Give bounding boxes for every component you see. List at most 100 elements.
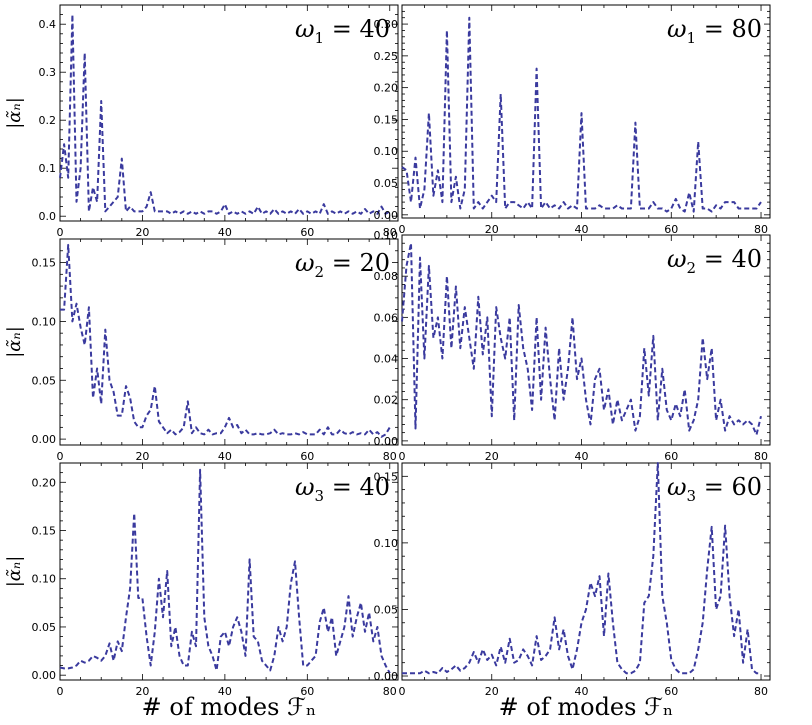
series-line [401,242,762,436]
x-tick-label: 40 [218,226,232,239]
y-axis-label: |α̃ₙ| [4,556,25,588]
title-symbol: ω [295,249,315,277]
y-tick-label: 0.15 [32,525,57,538]
title-symbol: ω [667,245,687,273]
y-tick-label: 0.10 [32,573,57,586]
y-tick-label: 0.05 [374,603,399,616]
panel-frame [401,4,771,219]
x-tick-label: 60 [300,226,314,239]
title-value: = 40 [324,473,390,501]
x-tick-label: 40 [218,450,232,463]
title-value: = 40 [696,245,762,273]
x-tick-label: 60 [300,450,314,463]
y-tick-label: 0.2 [39,114,57,127]
x-tick-label: 40 [575,685,589,698]
panel-frame [401,234,771,446]
y-tick-label: 0.20 [32,476,57,489]
title-subscript: 3 [315,487,325,505]
title-symbol: ω [667,15,687,43]
x-tick-label: 20 [135,450,149,463]
panel-frame [401,462,771,681]
series-line [59,468,391,674]
y-tick-label: 0.00 [32,669,57,682]
y-axis-label: |α̃ₙ| [4,326,25,358]
y-tick-label: 0.10 [374,229,399,242]
series-line [59,13,391,215]
x-tick-label: 60 [664,450,678,463]
x-tick-label: 80 [754,685,768,698]
y-tick-label: 0.00 [374,209,399,222]
x-tick-label: 20 [135,685,149,698]
y-tick-label: 0.15 [374,113,399,126]
panel-1: 0 20 40 60 80 0.0 0.1 0.2 0.3 0.4 ω1 = 40 |α̃ₙ| [4,4,399,239]
title-subscript: 2 [315,263,325,281]
x-tick-label: 0 [399,223,406,236]
panel-frame [59,4,399,222]
panel-5: 0 20 40 60 80 0.00 0.05 0.10 0.15 0.20 ω3 = 40 |α̃ₙ… [4,462,399,721]
x-tick-label: 60 [664,685,678,698]
y-tick-label: 0.05 [32,374,57,387]
x-tick-label: 0 [57,685,64,698]
x-tick-label: 60 [300,685,314,698]
y-tick-label: 0.00 [374,670,399,683]
y-tick-label: 0.15 [374,470,399,483]
x-tick-label: 40 [218,685,232,698]
x-tick-label: 0 [57,226,64,239]
panel-title: ω2 = 40 [667,245,762,277]
y-tick-label: 0.0 [39,210,57,223]
x-tick-label: 20 [135,226,149,239]
x-tick-label: 80 [383,685,397,698]
x-tick-label: 80 [383,450,397,463]
x-tick-label: 20 [485,685,499,698]
panel-title: ω3 = 40 [295,473,390,505]
y-tick-label: 0.30 [374,18,399,31]
panel-6: 0 20 40 60 80 0.00 0.05 0.10 0.15 ω3 = 60 # of mod… [374,462,771,721]
y-axis-label: |α̃ₙ| [4,97,25,129]
x-tick-label: 20 [485,450,499,463]
y-tick-label: 0.10 [374,537,399,550]
y-tick-label: 0.10 [32,315,57,328]
panels: 0 20 40 60 800.00.10.20.30.4 ω1 = 40|α̃ₙ|0 20 4… [4,4,771,721]
title-value: = 60 [696,473,762,501]
y-tick-label: 0.05 [32,621,57,634]
title-subscript: 1 [687,29,697,47]
y-tick-label: 0.02 [374,394,399,407]
panel-4: 0 20 40 60 80 0.00 0.02 0.04 0.06 0.08 0.10 ω2 = 40 [374,229,771,463]
y-tick-label: 0.20 [374,82,399,95]
panel-frame [59,238,399,446]
series-line [60,243,391,438]
x-tick-label: 40 [575,223,589,236]
y-tick-label: 0.10 [374,145,399,158]
y-tick-label: 0.04 [374,353,399,366]
y-tick-label: 0.00 [32,433,57,446]
y-tick-label: 0.08 [374,270,399,283]
series-line [401,16,762,213]
panel-frame [59,462,399,681]
x-tick-label: 80 [754,223,768,236]
y-tick-label: 0.25 [374,50,399,63]
x-tick-label: 20 [485,223,499,236]
title-subscript: 3 [687,487,697,505]
y-tick-label: 0.15 [32,257,57,270]
x-tick-label: 60 [664,223,678,236]
y-tick-label: 0.4 [39,18,57,31]
y-tick-label: 0.00 [374,435,399,448]
title-value: = 20 [324,249,390,277]
panel-title: ω1 = 80 [667,15,762,47]
title-subscript: 2 [687,259,697,277]
title-symbol: ω [295,473,315,501]
y-tick-label: 0.1 [39,162,57,175]
panel-title: ω1 = 40 [295,15,390,47]
y-tick-label: 0.05 [374,177,399,190]
x-axis-label: # of modes ℱₙ [499,693,674,721]
title-symbol: ω [667,473,687,501]
x-tick-label: 80 [383,226,397,239]
series-line [402,462,761,675]
title-value: = 40 [324,15,390,43]
x-tick-label: 40 [575,450,589,463]
title-subscript: 1 [315,29,325,47]
x-tick-label: 0 [57,450,64,463]
title-symbol: ω [295,15,315,43]
x-tick-label: 80 [754,450,768,463]
